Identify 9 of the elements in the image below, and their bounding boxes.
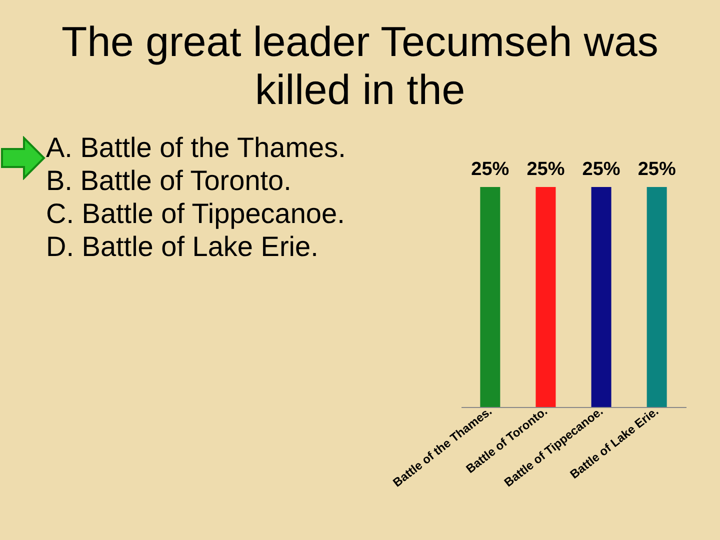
data-label: 25% [471, 159, 510, 180]
data-label: 25% [638, 159, 676, 180]
chart-title: The great leader Tecumseh was killed in the [60, 18, 660, 114]
data-label: 25% [582, 159, 620, 180]
text: B. Battle of Toronto. [46, 165, 292, 197]
text: C. Battle of Tippecanoe. [46, 198, 346, 230]
text: A. Battle of the Thames. [46, 132, 347, 164]
data-label: 25% [526, 159, 565, 180]
text: D. Battle of Lake Erie. [46, 231, 320, 263]
